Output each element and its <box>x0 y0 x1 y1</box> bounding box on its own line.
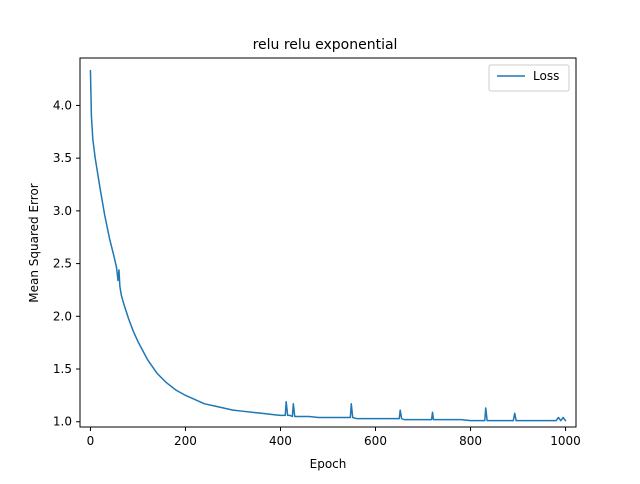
series-line-loss <box>89 69 567 422</box>
y-tick-label: 3.0 <box>53 204 72 218</box>
x-tick-label: 0 <box>87 434 95 448</box>
plot-area-frame <box>79 57 577 428</box>
y-tick-label: 1.0 <box>53 415 72 429</box>
series-layer <box>89 69 567 422</box>
x-tick-label: 600 <box>364 434 387 448</box>
x-tick-label: 200 <box>174 434 197 448</box>
x-tick-label: 800 <box>459 434 482 448</box>
y-tick-label: 1.5 <box>53 362 72 376</box>
y-axis: 1.0 1.5 2.0 2.5 3.0 3.5 4.0 <box>53 98 80 429</box>
y-tick-label: 4.0 <box>53 98 72 112</box>
legend-label-loss: Loss <box>533 69 559 83</box>
x-tick-label: 1000 <box>550 434 581 448</box>
legend-box <box>488 64 570 92</box>
y-tick-label: 2.0 <box>53 309 72 323</box>
y-axis-label: Mean Squared Error <box>27 183 41 303</box>
x-axis: 0 200 400 600 800 1000 <box>87 427 581 448</box>
legend: Loss <box>488 64 570 92</box>
x-tick-label: 400 <box>269 434 292 448</box>
x-axis-label: Epoch <box>310 457 347 471</box>
y-tick-label: 2.5 <box>53 257 72 271</box>
chart-title: relu relu exponential <box>253 37 398 53</box>
y-tick-label: 3.5 <box>53 151 72 165</box>
